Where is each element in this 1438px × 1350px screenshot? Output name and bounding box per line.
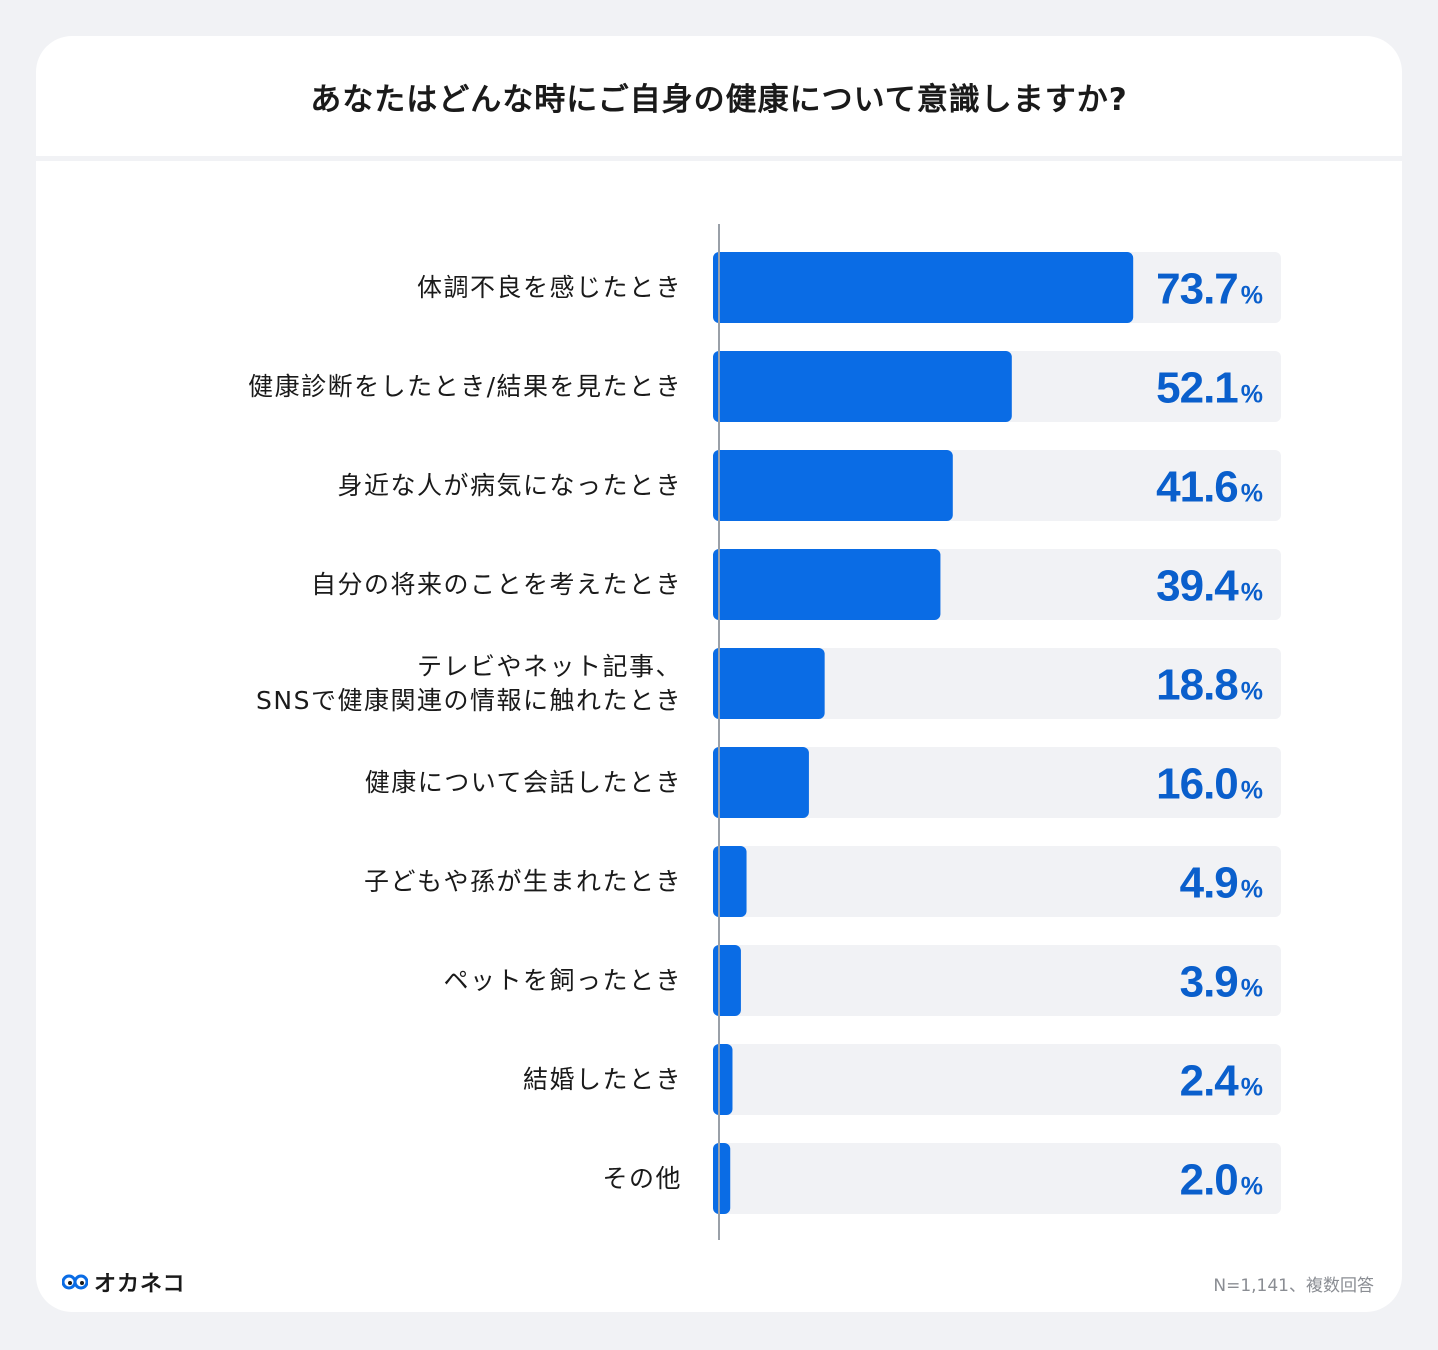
value-unit: % — [1241, 381, 1263, 409]
category-label: 健康について会話したとき — [365, 768, 682, 797]
value-unit: % — [1241, 282, 1263, 310]
brand: オカネコ — [62, 1266, 186, 1298]
bar-track — [719, 1143, 1281, 1214]
category-label: 自分の将来のことを考えたとき — [311, 570, 682, 599]
chart-title: あなたはどんな時にご自身の健康について意識しますか? — [310, 81, 1128, 118]
value-number: 73.7 — [1156, 265, 1238, 314]
category-label-line: 結婚したとき — [523, 1065, 682, 1094]
value-number: 41.6 — [1156, 463, 1238, 512]
value-label: 39.4% — [1156, 562, 1263, 611]
category-label: ペットを飼ったとき — [443, 966, 682, 995]
value-label: 41.6% — [1156, 463, 1263, 512]
category-label: 健康診断をしたとき/結果を見たとき — [248, 372, 682, 401]
category-label-line: SNSで健康関連の情報に触れたとき — [256, 686, 682, 715]
category-label: 体調不良を感じたとき — [417, 273, 682, 302]
bar-chart: 体調不良を感じたとき 73.7 % 健康診断をしたとき/結果を見たとき 52.1 % 身近な… — [248, 224, 1281, 1240]
category-label-line: 体調不良を感じたとき — [417, 273, 682, 302]
value-unit: % — [1241, 678, 1263, 706]
value-number: 52.1 — [1156, 364, 1238, 413]
bar — [713, 1044, 733, 1115]
bar — [713, 945, 741, 1016]
category-label: 子どもや孫が生まれたとき — [364, 867, 682, 896]
category-label: テレビやネット記事、 SNSで健康関連の情報に触れたとき — [256, 652, 682, 715]
value-unit: % — [1241, 876, 1263, 904]
title-area: あなたはどんな時にご自身の健康について意識しますか? — [36, 36, 1402, 156]
value-unit: % — [1241, 579, 1263, 607]
category-label: 結婚したとき — [523, 1065, 682, 1094]
value-number: 3.9 — [1180, 958, 1238, 1007]
category-label-line: 子どもや孫が生まれたとき — [364, 867, 682, 896]
brand-name: オカネコ — [94, 1272, 186, 1297]
bar — [713, 351, 1012, 422]
value-unit: % — [1241, 975, 1263, 1003]
category-label-line: 自分の将来のことを考えたとき — [311, 570, 682, 599]
title-divider — [36, 156, 1402, 161]
value-label: 18.8% — [1156, 661, 1263, 710]
value-label: 3.9% — [1180, 958, 1263, 1007]
value-label: 16.0% — [1156, 760, 1263, 809]
category-label-line: 健康について会話したとき — [365, 768, 682, 797]
value-unit: % — [1241, 1074, 1263, 1102]
category-label-line: テレビやネット記事、 — [417, 652, 682, 681]
bar — [713, 252, 1134, 323]
value-unit: % — [1241, 1173, 1263, 1201]
value-unit: % — [1241, 777, 1263, 805]
bar-track — [719, 648, 1281, 719]
value-number: 2.0 — [1180, 1156, 1238, 1205]
bar — [713, 549, 941, 620]
chart-card: あなたはどんな時にご自身の健康について意識しますか? 体調不良を感じたとき 73.… — [36, 36, 1402, 1312]
value-number: 4.9 — [1180, 859, 1238, 908]
bar — [713, 747, 809, 818]
value-number: 18.8 — [1156, 661, 1238, 710]
category-label-line: ペットを飼ったとき — [443, 966, 682, 995]
value-label: 2.0% — [1180, 1156, 1263, 1205]
value-number: 2.4 — [1180, 1057, 1240, 1106]
category-label-line: 健康診断をしたとき/結果を見たとき — [248, 372, 682, 401]
bar — [713, 450, 953, 521]
value-label: 4.9% — [1180, 859, 1263, 908]
bar — [713, 1143, 731, 1214]
bar — [713, 648, 825, 719]
value-label: 2.4% — [1180, 1057, 1263, 1106]
category-label: 身近な人が病気になったとき — [337, 471, 682, 500]
value-unit: % — [1241, 480, 1263, 508]
value-number: 39.4 — [1156, 562, 1239, 611]
category-label: その他 — [602, 1164, 682, 1193]
owl-eyes-icon — [62, 1274, 88, 1290]
category-label-line: 身近な人が病気になったとき — [337, 471, 682, 500]
value-label: 73.7% — [1156, 265, 1263, 314]
category-label-line: その他 — [602, 1164, 682, 1193]
value-label: 52.1% — [1156, 364, 1263, 413]
bar-track — [719, 846, 1281, 917]
bar-track — [719, 945, 1281, 1016]
value-number: 16.0 — [1156, 760, 1238, 809]
bar-track — [719, 1044, 1281, 1115]
sample-note: N=1,141、複数回答 — [1213, 1276, 1374, 1296]
bar-track — [719, 747, 1281, 818]
bar — [713, 846, 747, 917]
